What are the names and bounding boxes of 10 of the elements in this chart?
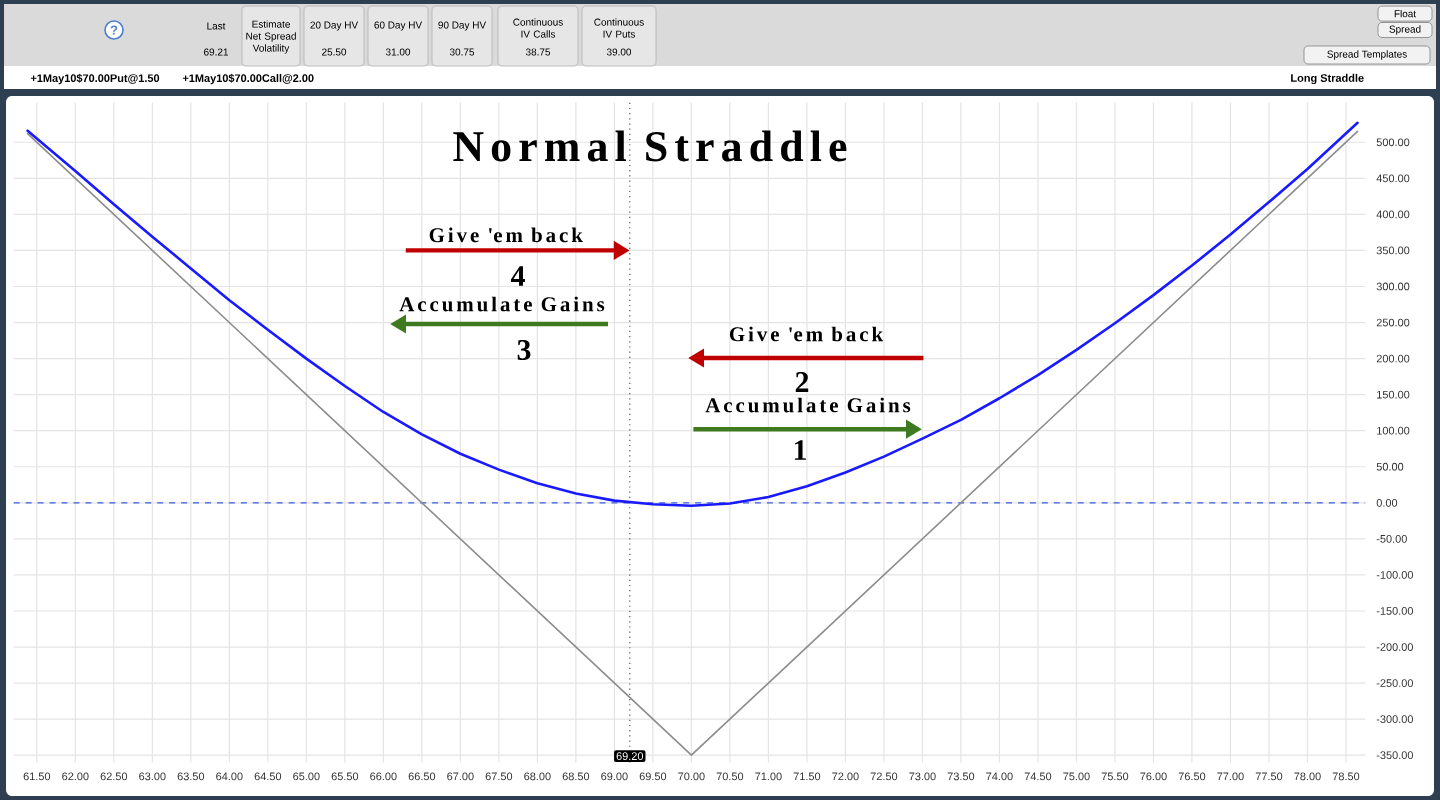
annotation: Give 'em back <box>729 326 884 342</box>
annotation: 3 <box>517 339 531 361</box>
annotation: Give 'em back <box>429 227 583 243</box>
annotation: 4 <box>510 266 525 286</box>
annotation: 1 <box>794 440 806 460</box>
line-series <box>26 121 1359 507</box>
annotation: Accumulate Gains <box>399 296 605 312</box>
chart-title: Normal Straddle <box>453 130 847 162</box>
annotation: Accumulate Gains <box>705 397 911 413</box>
annotation: 2 <box>795 372 809 392</box>
